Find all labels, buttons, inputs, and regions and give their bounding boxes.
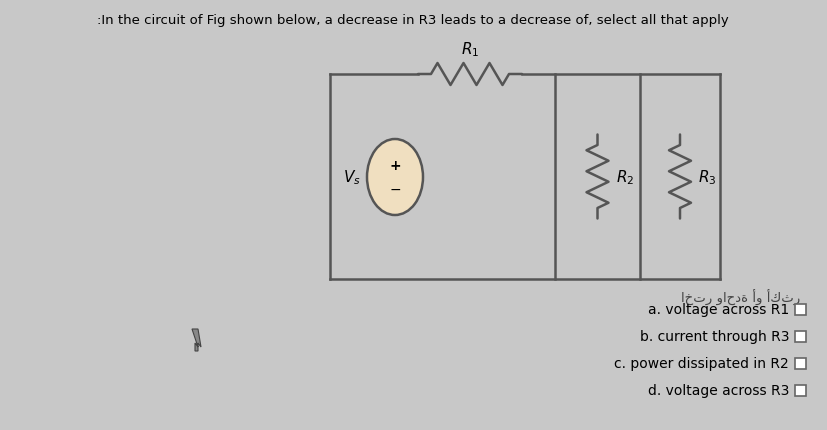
Text: b. current through R3: b. current through R3 xyxy=(639,329,789,343)
Ellipse shape xyxy=(367,140,423,215)
Text: $R_2$: $R_2$ xyxy=(615,168,633,187)
Text: $R_1$: $R_1$ xyxy=(461,40,479,59)
Text: d. voltage across R3: d. voltage across R3 xyxy=(648,383,789,397)
Bar xyxy=(795,384,806,396)
Bar xyxy=(795,358,806,369)
Text: −: − xyxy=(390,183,401,197)
Text: :In the circuit of Fig shown below, a decrease in R3 leads to a decrease of, sel: :In the circuit of Fig shown below, a de… xyxy=(97,14,729,27)
Polygon shape xyxy=(192,329,201,351)
Bar xyxy=(795,331,806,342)
Text: c. power dissipated in R2: c. power dissipated in R2 xyxy=(614,356,789,370)
Text: +: + xyxy=(390,159,401,172)
Text: a. voltage across R1: a. voltage across R1 xyxy=(648,302,789,316)
Text: اختر واحدة أو أكثر: اختر واحدة أو أكثر xyxy=(681,289,800,305)
Text: $R_3$: $R_3$ xyxy=(698,168,716,187)
Bar xyxy=(795,304,806,315)
Text: $V_s$: $V_s$ xyxy=(343,168,361,187)
